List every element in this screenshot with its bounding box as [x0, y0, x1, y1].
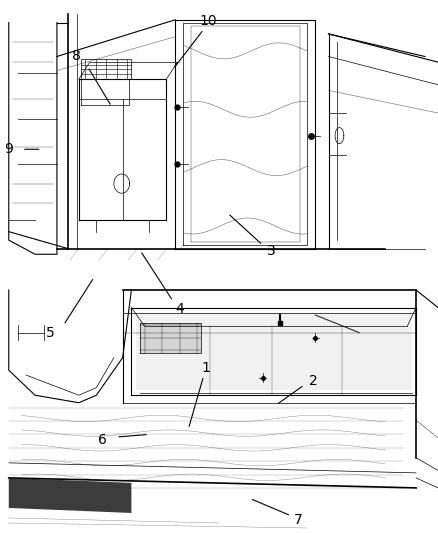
Text: 9: 9: [4, 142, 13, 156]
Text: 5: 5: [46, 326, 55, 340]
Text: 7: 7: [293, 513, 302, 527]
Text: 2: 2: [309, 374, 318, 388]
Text: 10: 10: [199, 14, 217, 28]
Text: 6: 6: [99, 433, 107, 447]
Text: 8: 8: [72, 49, 81, 63]
Text: 3: 3: [267, 244, 276, 257]
Text: 4: 4: [175, 302, 184, 316]
Text: 1: 1: [201, 361, 210, 375]
Polygon shape: [140, 322, 201, 353]
Polygon shape: [136, 313, 412, 390]
Polygon shape: [9, 478, 131, 513]
